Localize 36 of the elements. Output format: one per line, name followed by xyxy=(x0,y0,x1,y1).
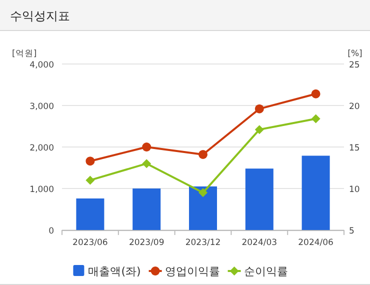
y2-tick-label: 15 xyxy=(349,144,360,154)
point xyxy=(254,104,264,114)
bar xyxy=(245,168,274,230)
y2-tick-label: 20 xyxy=(349,102,360,112)
chart-title: 수익성지표 xyxy=(10,9,70,23)
y-tick-label: 1,000 xyxy=(30,185,54,195)
y2-tick-label: 5 xyxy=(349,226,354,236)
bar xyxy=(189,186,217,230)
point xyxy=(198,150,208,159)
x-tick-label: 2023/06 xyxy=(72,238,108,248)
x-tick-label: 2023/09 xyxy=(128,238,164,248)
x-tick-label: 2023/12 xyxy=(185,238,221,248)
bar xyxy=(302,156,330,230)
point xyxy=(311,114,320,124)
point xyxy=(142,159,152,168)
x-tick-label: 2024/06 xyxy=(298,238,334,248)
point xyxy=(142,142,152,152)
x-tick-label: 2024/03 xyxy=(242,238,278,248)
bar xyxy=(132,188,161,230)
legend-label: 영업이익률 xyxy=(164,265,220,278)
point xyxy=(254,125,264,134)
y-tick-label: 4,000 xyxy=(30,60,54,70)
y-tick-label: 3,000 xyxy=(30,102,54,112)
point xyxy=(86,176,95,185)
point xyxy=(198,188,208,198)
y2-axis-title: [%] xyxy=(348,49,362,59)
y-axis-title: [억원] xyxy=(12,49,37,59)
y-tick-label: 2,000 xyxy=(30,144,54,154)
point xyxy=(311,89,320,98)
y-tick-label: 0 xyxy=(48,226,54,236)
legend-label: 순이익률 xyxy=(244,265,288,278)
y2-tick-label: 10 xyxy=(349,185,360,195)
legend-label: 매출액(좌) xyxy=(88,265,141,278)
point xyxy=(86,156,95,166)
y2-tick-label: 25 xyxy=(349,60,360,70)
bar xyxy=(76,198,104,230)
